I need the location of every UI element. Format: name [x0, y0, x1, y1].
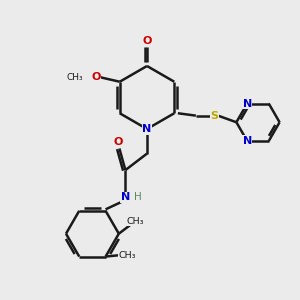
Text: N: N [243, 136, 252, 146]
Text: CH₃: CH₃ [118, 250, 136, 260]
Text: O: O [142, 36, 152, 46]
Text: S: S [211, 111, 218, 121]
Text: CH₃: CH₃ [66, 73, 83, 82]
Text: O: O [91, 72, 100, 82]
Text: H: H [134, 192, 142, 202]
Text: N: N [142, 124, 152, 134]
Text: O: O [113, 137, 123, 147]
Text: N: N [121, 192, 130, 202]
Text: CH₃: CH₃ [127, 217, 144, 226]
Text: N: N [243, 98, 252, 109]
